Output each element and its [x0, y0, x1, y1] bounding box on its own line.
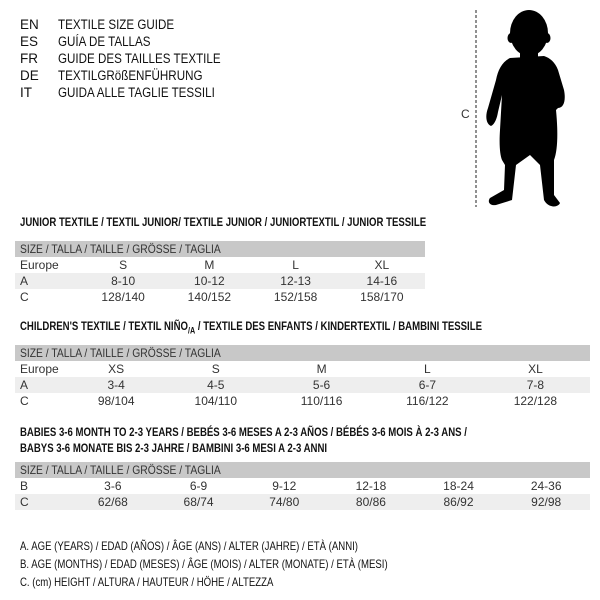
legend-age-years: A. AGE (YEARS) / EDAD (AÑOS) / ÂGE (ANS)…	[20, 539, 359, 553]
junior-section-title: JUNIOR TEXTILE / TEXTIL JUNIOR/ TEXTILE …	[20, 215, 427, 229]
legend-height: C. (cm) HEIGHT / ALTURA / HAUTEUR / HÖHE…	[20, 575, 274, 589]
table-row: B 3-6 6-9 9-12 12-18 18-24 24-36	[20, 479, 562, 493]
height-label: C	[461, 107, 470, 121]
table-row: Europe XS S M L XL	[20, 362, 543, 376]
babies-section-title: BABIES 3-6 MONTH TO 2-3 YEARS / BEBÉS 3-…	[20, 425, 467, 455]
babies-size-table: SIZE / TALLA / TAILLE / GRÖSSE / TAGLIA …	[15, 462, 590, 510]
table-header: SIZE / TALLA / TAILLE / GRÖSSE / TAGLIA	[15, 345, 590, 361]
table-row: A 8-10 10-12 12-13 14-16	[15, 273, 425, 289]
children-size-table: SIZE / TALLA / TAILLE / GRÖSSE / TAGLIA …	[15, 345, 590, 409]
table-row: C 128/140 140/152 152/158 158/170	[20, 290, 404, 304]
table-header: SIZE / TALLA / TAILLE / GRÖSSE / TAGLIA	[15, 462, 590, 478]
height-figure: C	[440, 0, 600, 215]
table-row: C 98/104 104/110 110/116 116/122 122/128	[20, 394, 558, 408]
baby-silhouette-icon	[475, 10, 565, 207]
children-section-title: CHILDREN'S TEXTILE / TEXTIL NIÑO/A / TEX…	[20, 319, 482, 336]
junior-size-table: SIZE / TALLA / TAILLE / GRÖSSE / TAGLIA …	[15, 241, 425, 305]
legend-age-months: B. AGE (MONTHS) / EDAD (MESES) / ÂGE (MO…	[20, 557, 388, 571]
table-header: SIZE / TALLA / TAILLE / GRÖSSE / TAGLIA	[15, 241, 425, 257]
table-row: A 3-4 4-5 5-6 6-7 7-8	[15, 377, 590, 393]
table-row: C 62/68 68/74 74/80 80/86 86/92 92/98	[15, 494, 590, 510]
table-row: Europe S M L XL	[20, 258, 390, 272]
